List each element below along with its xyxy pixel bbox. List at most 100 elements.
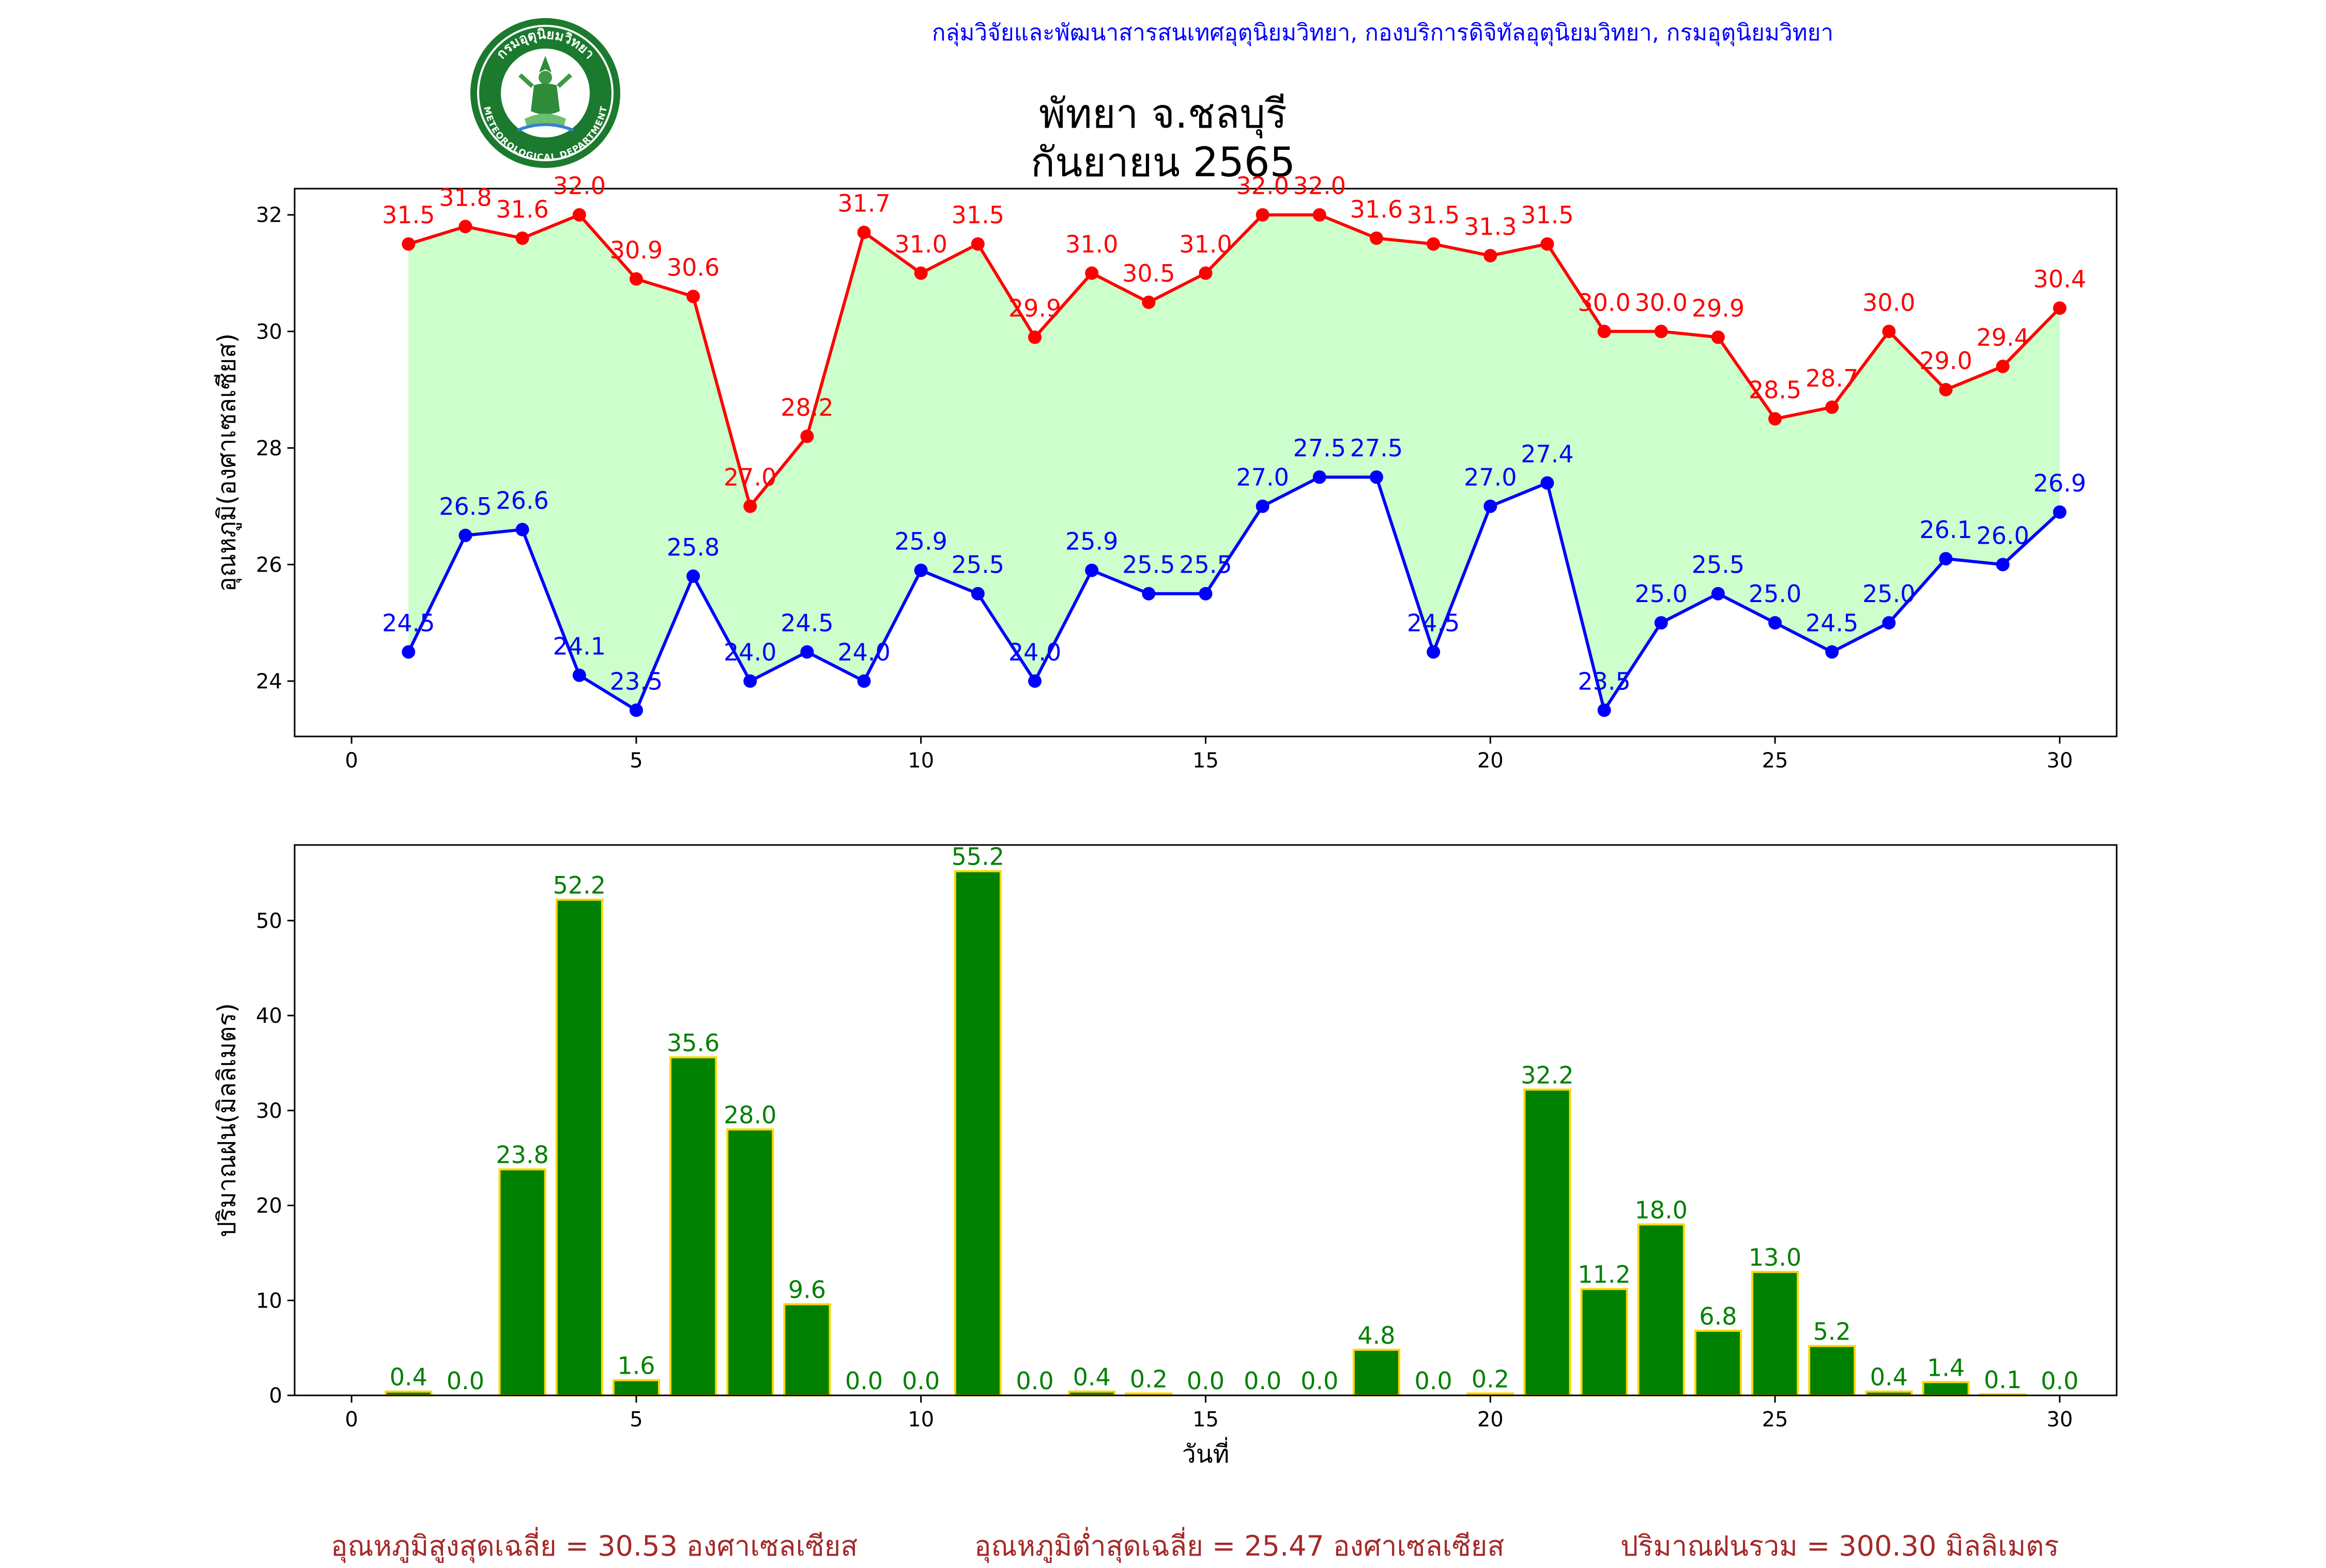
temperature-axis-title: อุณหภูมิ(องศาเซลเซียส) xyxy=(212,333,242,592)
min-temperature-point xyxy=(515,522,529,536)
max-temperature-point xyxy=(1540,237,1554,251)
x-tick-label: 30 xyxy=(2046,749,2073,773)
rainfall-data-labels: 0.4 0.0 23.8 52.2 1.6 35.6 28.0 9.6 0.0 0.0 55.2 0.… xyxy=(390,843,2079,1395)
min-temperature-point xyxy=(2053,505,2067,519)
min-temperature-point xyxy=(402,645,416,659)
y-tick-label: 26 xyxy=(256,553,282,577)
rainfall-label: 55.2 xyxy=(952,843,1004,871)
chart-title-period: กันยายน 2565 xyxy=(1030,140,1296,186)
rainfall-x-axis-title: วันที่ xyxy=(1182,1437,1229,1469)
rainfall-label: 13.0 xyxy=(1749,1243,1801,1271)
x-tick-label: 20 xyxy=(1477,1408,1504,1432)
max-temperature-point xyxy=(515,231,529,245)
x-tick-label: 30 xyxy=(2046,1408,2073,1432)
rainfall-label: 6.8 xyxy=(1699,1302,1737,1330)
min-temperature-label: 26.6 xyxy=(496,487,548,515)
chart-title-station: พัทยา จ.ชลบุรี xyxy=(1039,91,1287,137)
x-tick-label: 20 xyxy=(1477,749,1504,773)
max-temperature-label: 27.0 xyxy=(724,464,776,491)
rainfall-label: 5.2 xyxy=(1813,1317,1851,1345)
rainfall-label: 11.2 xyxy=(1578,1260,1630,1288)
y-tick-label: 30 xyxy=(256,320,282,344)
min-temperature-label: 26.9 xyxy=(2033,469,2086,497)
min-temperature-point xyxy=(857,674,871,688)
temperature-x-axis: 0 5 10 15 20 25 30 xyxy=(345,736,2073,773)
y-tick-label: 0 xyxy=(269,1384,282,1408)
min-temperature-point xyxy=(1597,703,1611,717)
x-tick-label: 0 xyxy=(345,1408,358,1432)
x-tick-label: 5 xyxy=(630,749,642,773)
min-temperature-point xyxy=(686,569,700,583)
max-temperature-point xyxy=(914,266,928,280)
min-temperature-point xyxy=(1256,499,1269,513)
y-tick-label: 30 xyxy=(256,1099,282,1123)
rainfall-label: 4.8 xyxy=(1357,1321,1395,1349)
min-temperature-point xyxy=(1540,476,1554,490)
max-temperature-label: 30.0 xyxy=(1635,288,1688,316)
rainfall-bars xyxy=(385,870,2027,1397)
rainfall-x-axis: 0 5 10 15 20 25 30 xyxy=(345,1395,2073,1432)
rainfall-panel: 0 5 10 15 20 25 30 0 10 20 30 40 50 0.4 0.0 23.8 52.2 1… xyxy=(212,843,2118,1469)
min-temperature-label: 24.0 xyxy=(1008,638,1061,666)
min-temperature-point xyxy=(1939,552,1953,566)
max-temperature-point xyxy=(1142,295,1156,309)
max-temperature-label: 31.0 xyxy=(1179,230,1232,258)
min-temperature-point xyxy=(914,563,928,577)
y-tick-label: 10 xyxy=(256,1289,282,1313)
min-temperature-label: 25.5 xyxy=(1179,551,1232,579)
min-temperature-point xyxy=(1085,563,1099,577)
max-temperature-label: 31.7 xyxy=(837,190,890,218)
rainfall-bar xyxy=(1523,1088,1571,1396)
rainfall-bar xyxy=(1352,1348,1401,1397)
max-temperature-point xyxy=(629,272,643,286)
max-temperature-label: 31.5 xyxy=(1407,201,1460,229)
rainfall-label: 32.2 xyxy=(1521,1061,1573,1089)
rainfall-label: 1.6 xyxy=(617,1352,655,1380)
min-temperature-label: 25.9 xyxy=(895,528,947,556)
min-temperature-point xyxy=(458,528,472,542)
rainfall-label: 0.0 xyxy=(1415,1367,1452,1395)
rainfall-label: 0.4 xyxy=(390,1363,427,1391)
rainfall-label: 0.4 xyxy=(1870,1363,1908,1391)
min-temperature-point xyxy=(1825,645,1839,659)
max-temperature-point xyxy=(1768,412,1782,426)
temperature-range-area xyxy=(408,214,2060,711)
max-temperature-point xyxy=(1427,237,1441,251)
y-tick-label: 24 xyxy=(256,670,282,694)
max-temperature-label: 30.0 xyxy=(1862,288,1915,316)
max-temperature-point xyxy=(1996,359,2010,373)
max-temperature-point xyxy=(2053,301,2067,315)
max-temperature-label: 31.3 xyxy=(1464,213,1517,241)
max-temperature-label: 32.0 xyxy=(1236,172,1289,200)
max-temperature-point xyxy=(402,237,416,251)
y-tick-label: 32 xyxy=(256,204,282,227)
rainfall-label: 52.2 xyxy=(553,871,606,899)
min-temperature-point xyxy=(1882,616,1896,630)
max-temperature-label: 32.0 xyxy=(553,172,606,200)
rainfall-bar xyxy=(1922,1381,1970,1397)
y-tick-label: 20 xyxy=(256,1194,282,1218)
rainfall-label: 0.0 xyxy=(845,1367,883,1395)
x-tick-label: 10 xyxy=(908,749,934,773)
rainfall-bar xyxy=(669,1056,717,1397)
footer-total-rainfall: ปริมาณฝนรวม = 300.30 มิลลิเมตร xyxy=(1620,1530,2059,1562)
rainfall-label: 35.6 xyxy=(667,1029,720,1057)
max-temperature-label: 31.6 xyxy=(1350,195,1403,223)
max-temperature-point xyxy=(743,499,757,513)
min-temperature-label: 25.0 xyxy=(1635,580,1688,608)
x-tick-label: 5 xyxy=(630,1408,642,1432)
min-temperature-label: 27.0 xyxy=(1464,464,1517,491)
max-temperature-label: 29.0 xyxy=(1919,347,1972,375)
rainfall-label: 9.6 xyxy=(788,1276,826,1304)
max-temperature-label: 31.0 xyxy=(895,230,947,258)
max-temperature-point xyxy=(1199,266,1213,280)
rainfall-label: 0.0 xyxy=(1300,1367,1338,1395)
rainfall-bar xyxy=(1637,1223,1685,1396)
min-temperature-point xyxy=(1369,470,1383,484)
min-temperature-label: 24.0 xyxy=(837,638,890,666)
rainfall-label: 1.4 xyxy=(1927,1354,1965,1381)
max-temperature-point xyxy=(458,220,472,234)
max-temperature-point xyxy=(686,289,700,303)
